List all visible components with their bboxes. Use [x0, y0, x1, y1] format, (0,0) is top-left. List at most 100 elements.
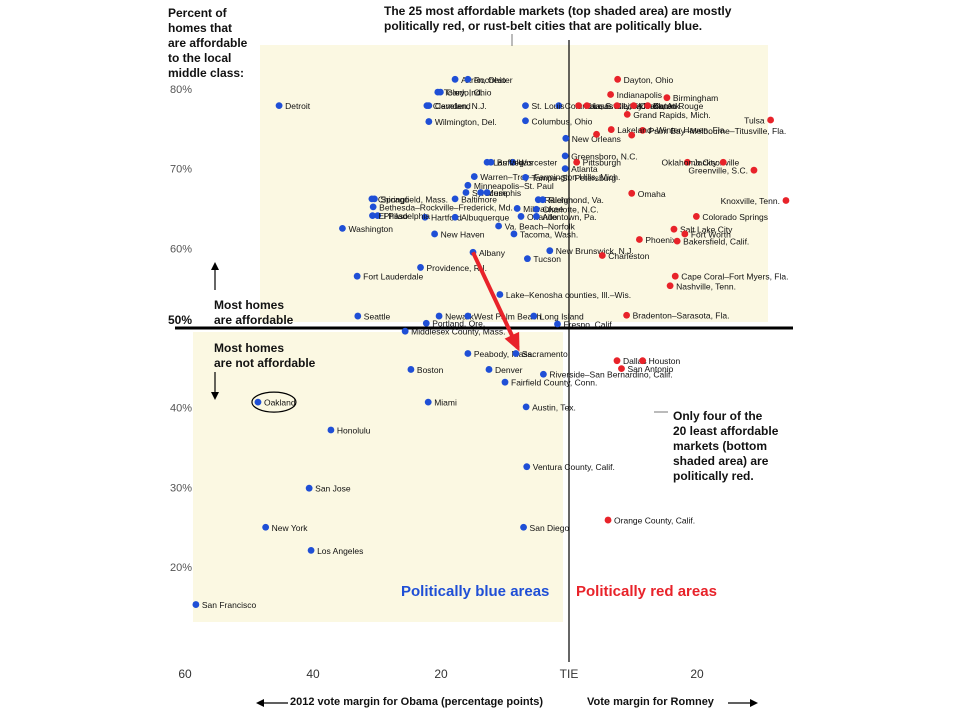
data-point	[327, 426, 335, 434]
data-point	[681, 230, 689, 238]
point-label: Colorado Springs	[702, 212, 768, 222]
data-point	[532, 213, 540, 220]
point-label: Middlesex County, Mass.	[411, 327, 505, 337]
point-label: San Francisco	[202, 600, 257, 610]
point-label: Miami	[434, 398, 457, 408]
data-point	[501, 378, 509, 386]
data-point	[767, 116, 774, 124]
data-point	[782, 197, 790, 204]
point-label: El Paso	[379, 211, 409, 221]
point-label: Boston	[417, 365, 444, 375]
data-point	[512, 350, 520, 357]
point-label: Oakland	[264, 398, 296, 408]
data-point	[510, 230, 518, 238]
point-label: Columbus, Ohio	[531, 116, 592, 126]
point-label: San Jose	[315, 484, 351, 494]
point-label: San Antonio	[627, 364, 673, 374]
point-label: Camden, N.J.	[435, 101, 487, 111]
data-point	[495, 222, 502, 230]
point-label: Atlanta	[571, 164, 598, 174]
point-label: Bakersfield, Calif.	[683, 237, 749, 247]
data-point	[462, 189, 470, 196]
data-point	[639, 126, 646, 134]
point-label: Salt Lake City	[680, 225, 733, 235]
data-point	[530, 312, 538, 320]
data-point	[307, 546, 315, 554]
data-point	[487, 158, 495, 166]
point-label: Riverside–San Bernardino, Calif.	[549, 370, 672, 380]
point-label: Charleston	[608, 251, 649, 261]
point-label: Las Vegas	[493, 158, 533, 168]
data-point	[417, 264, 424, 271]
data-point	[451, 75, 459, 83]
data-point	[540, 370, 547, 378]
point-label: Omaha	[638, 189, 666, 199]
data-point	[684, 158, 691, 166]
point-label: San Diego	[530, 523, 570, 533]
data-point	[485, 366, 493, 373]
data-point	[496, 291, 504, 298]
point-label: Warren–Troy–Farmington Hills, Mich.	[480, 172, 620, 182]
point-label: New Orleans	[572, 134, 621, 144]
point-label: Bethesda–Rockville–Frederick, Md.	[379, 202, 513, 212]
x-tick-label: 40	[306, 667, 320, 681]
data-point	[561, 152, 569, 160]
data-point	[546, 247, 554, 255]
x-tick-label: TIE	[560, 667, 579, 681]
point-label: New Haven	[441, 229, 485, 239]
data-point	[670, 225, 678, 233]
point-label: Akron, Ohio	[461, 75, 506, 85]
point-label: Hartford	[431, 213, 462, 223]
point-label: Minneapolis–St. Paul	[474, 181, 554, 191]
point-label: New York	[272, 523, 309, 533]
data-point	[374, 212, 382, 220]
point-label: Houston	[649, 356, 681, 366]
point-label: Fresno, Calif.	[563, 320, 614, 330]
data-point	[613, 102, 621, 110]
left-axis-arrow-head	[256, 699, 264, 707]
data-point	[639, 357, 646, 365]
point-label: Fort Lauderdale	[363, 272, 423, 282]
data-point	[561, 165, 569, 173]
right-axis-arrow-head	[750, 699, 758, 707]
data-point	[513, 205, 521, 212]
up-arrow-head	[211, 262, 219, 270]
point-label: Allentown, Pa.	[542, 212, 596, 222]
data-point	[522, 403, 530, 411]
point-label: Knoxville, Tenn.	[721, 196, 780, 206]
data-point	[628, 189, 636, 197]
red-arrow-head	[504, 331, 520, 352]
y-tick-label: 80%	[170, 84, 192, 96]
data-point	[607, 126, 615, 133]
data-point	[464, 350, 472, 357]
data-point	[522, 117, 529, 125]
bottom-shaded-area	[193, 332, 563, 622]
data-point	[671, 272, 679, 280]
data-point	[305, 484, 313, 492]
point-label: Pittsburgh	[583, 158, 622, 168]
data-point	[575, 102, 582, 110]
point-label: Albany	[479, 248, 506, 258]
point-label: Cleveland	[433, 101, 471, 111]
point-label: Lakeland–Winter Haven, Fla.	[617, 125, 727, 135]
data-point	[451, 213, 459, 221]
data-point	[275, 102, 283, 110]
data-point	[477, 189, 485, 196]
point-label: Philadelphia	[384, 211, 431, 221]
point-label: Jacksonville	[693, 158, 739, 168]
oakland-highlight	[251, 391, 297, 413]
point-label: Kansas City, Mo.–Kan.	[585, 101, 671, 111]
point-label: St. Louis	[531, 101, 564, 111]
data-point	[593, 130, 600, 138]
point-label: Denver	[495, 365, 523, 375]
point-label: Gary, Ind.	[446, 88, 483, 98]
point-label: Dayton, Ohio	[624, 75, 674, 85]
point-label: Washington	[348, 224, 393, 234]
point-label: West Palm Beach	[474, 312, 542, 322]
point-label: Tampa–St. Petersburg	[531, 173, 616, 183]
point-label: Ventura County, Calif.	[533, 462, 615, 472]
point-label: Raleigh	[544, 195, 573, 205]
data-point	[407, 366, 415, 373]
top-annotation: The 25 most affordable markets (top shad…	[384, 4, 732, 33]
